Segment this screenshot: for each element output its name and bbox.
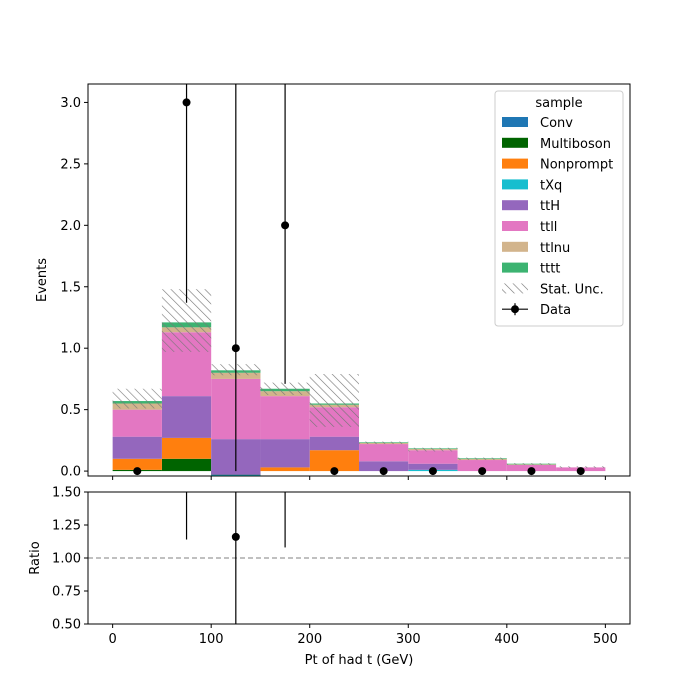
legend-swatch-tth: [502, 200, 528, 211]
bar-tth-bin-6: [408, 463, 458, 470]
ratio-point-0: [231, 532, 240, 541]
main-y-tick-label-5: 2.5: [60, 157, 81, 172]
legend-label-tth: ttH: [540, 199, 560, 214]
bar-ttll-bin-5: [359, 444, 409, 462]
legend-swatch-nonprompt: [502, 158, 528, 169]
ratio-y-axis-label: Ratio: [28, 541, 43, 574]
main-plot: 0.0 0.5 1.0 1.5 2.0 2.5 3.0 Events: [35, 83, 631, 480]
bar-nonprompt-bin-4: [309, 450, 359, 472]
data-point-4: [330, 467, 339, 476]
bar-nonprompt-bin-1: [161, 437, 212, 459]
bar-ttll-bin-7: [457, 460, 507, 472]
x-tick-label-4: 400: [494, 632, 519, 647]
ratio-y-tick-label-1: 0.75: [52, 585, 81, 600]
data-point-9: [576, 467, 585, 476]
data-point-1: [182, 98, 191, 107]
main-y-axis-label: Events: [35, 258, 50, 302]
legend-label-ttll: ttll: [540, 220, 557, 235]
data-point-8: [527, 467, 536, 476]
x-tick-label-2: 200: [297, 632, 322, 647]
bar-tth-bin-4: [309, 436, 359, 451]
ratio-plot: 0 100 200 300 400 500 0.50 0.75 1.00 1.25 1.50 Ra…: [28, 486, 631, 668]
main-y-tick-label-6: 3.0: [60, 96, 81, 111]
legend-swatch-multiboson: [502, 137, 528, 148]
main-y-tick-label-1: 0.5: [60, 403, 81, 418]
legend-swatch-tttt: [502, 262, 528, 273]
stat-unc-band-bin-5: [359, 441, 409, 445]
main-y-tick-label-0: 0.0: [60, 465, 81, 480]
bar-multiboson-bin-1: [161, 458, 212, 472]
bar-ttll-bin-0: [112, 409, 162, 437]
stat-unc-band-bin-8: [506, 463, 557, 465]
main-axes-frame: [87, 83, 631, 477]
x-tick-label-1: 100: [199, 632, 224, 647]
legend-swatch-data: [502, 303, 528, 316]
data-point-5: [379, 467, 388, 476]
legend-label-ttlnu: ttlnu: [540, 241, 570, 256]
stat-unc-band-bin-4: [309, 374, 359, 427]
stat-unc-band-bin-7: [457, 457, 507, 461]
legend-swatch-ttll: [502, 221, 528, 231]
bar-ttll-bin-6: [408, 450, 458, 464]
legend-swatch-ttlnu: [502, 241, 528, 252]
legend-swatch-stat-unc-: [502, 283, 528, 294]
data-point-3: [281, 221, 290, 230]
bar-nonprompt-bin-3: [260, 467, 310, 472]
bar-tth-bin-3: [260, 439, 310, 468]
data-point-0: [133, 467, 142, 476]
x-tick-label-3: 300: [396, 632, 421, 647]
data-point-6: [428, 467, 437, 476]
legend-swatch-conv: [502, 117, 528, 127]
x-tick-label-5: 500: [593, 632, 618, 647]
legend-label-stat-unc-: Stat. Unc.: [540, 282, 604, 297]
ratio-y-tick-label-3: 1.25: [52, 519, 81, 534]
stat-unc-band-bin-3: [260, 382, 310, 395]
legend-label-tttt: tttt: [540, 262, 560, 277]
legend-label-txq: tXq: [540, 178, 562, 193]
bar-nonprompt-bin-0: [112, 458, 162, 470]
main-y-tick-label-3: 1.5: [60, 280, 81, 295]
ratio-y-tick-label-0: 0.50: [52, 618, 81, 633]
legend-title: sample: [535, 96, 582, 111]
legend: sample Conv Multiboson Nonprompt tXq ttH ttll…: [494, 90, 624, 327]
ratio-y-tick-label-2: 1.00: [52, 552, 81, 567]
bar-tth-bin-1: [161, 396, 212, 438]
stat-unc-band-bin-0: [112, 388, 162, 409]
main-y-tick-label-2: 1.0: [60, 342, 81, 357]
bar-tth-bin-0: [112, 436, 162, 459]
bar-ttll-bin-3: [260, 396, 310, 440]
legend-label-multiboson: Multiboson: [540, 137, 611, 152]
stat-unc-band-bin-6: [408, 447, 458, 452]
data-point-7: [478, 467, 487, 476]
x-tick-label-0: 0: [108, 632, 116, 647]
legend-label-data: Data: [540, 303, 571, 318]
bar-tth-bin-5: [359, 461, 409, 472]
main-y-tick-label-4: 2.0: [60, 219, 81, 234]
data-point-2: [231, 344, 240, 353]
x-axis-label: Pt of had t (GeV): [305, 653, 414, 668]
legend-label-nonprompt: Nonprompt: [540, 158, 613, 173]
legend-swatch-txq: [502, 179, 528, 190]
bar-txq-bin-2: [211, 474, 261, 476]
ratio-y-tick-label-4: 1.50: [52, 486, 81, 501]
legend-label-conv: Conv: [540, 116, 573, 131]
